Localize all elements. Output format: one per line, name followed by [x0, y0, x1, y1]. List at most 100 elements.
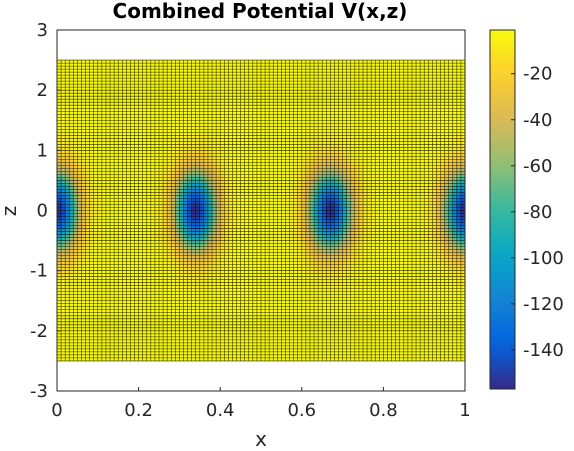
- heatmap-cell: [256, 213, 262, 217]
- heatmap-cell: [81, 120, 86, 124]
- heatmap-cell: [191, 78, 197, 82]
- heatmap-cell: [203, 183, 209, 187]
- heatmap-cell: [154, 351, 160, 356]
- heatmap-cell: [105, 216, 111, 220]
- heatmap-cell: [240, 264, 246, 269]
- heatmap-cell: [134, 90, 139, 94]
- heatmap-cell: [228, 342, 233, 347]
- heatmap-cell: [61, 222, 66, 226]
- heatmap-cell: [65, 195, 70, 199]
- heatmap-cell: [105, 180, 111, 184]
- heatmap-cell: [203, 228, 209, 232]
- heatmap-cell: [187, 213, 193, 217]
- heatmap-cell: [89, 159, 95, 163]
- heatmap-cell: [248, 171, 254, 175]
- heatmap-cell: [65, 354, 70, 359]
- heatmap-cell: [126, 252, 131, 257]
- heatmap-cell: [159, 216, 164, 220]
- heatmap-cell: [126, 321, 131, 326]
- heatmap-cell: [81, 204, 86, 208]
- heatmap-cell: [69, 342, 74, 347]
- heatmap-cell: [224, 81, 229, 85]
- heatmap-cell: [142, 150, 148, 154]
- heatmap-cell: [179, 99, 184, 103]
- heatmap-cell: [101, 129, 107, 133]
- heatmap-cell: [101, 276, 107, 281]
- heatmap-cell: [81, 282, 86, 287]
- heatmap-cell: [252, 87, 258, 91]
- heatmap-cell: [110, 231, 115, 235]
- heatmap-cell: [167, 156, 172, 160]
- heatmap-cell: [236, 198, 241, 202]
- heatmap-cell: [159, 240, 164, 244]
- heatmap-cell: [207, 231, 213, 235]
- heatmap-cell: [69, 159, 74, 163]
- heatmap-cell: [203, 243, 209, 247]
- heatmap-cell: [199, 354, 205, 359]
- heatmap-cell: [236, 249, 241, 254]
- heatmap-cell: [65, 309, 70, 314]
- heatmap-cell: [244, 288, 250, 293]
- heatmap-cell: [167, 249, 172, 254]
- heatmap-cell: [126, 240, 131, 244]
- heatmap-cell: [81, 60, 86, 64]
- heatmap-cell: [97, 81, 103, 85]
- heatmap-cell: [154, 264, 160, 269]
- heatmap-cell: [89, 111, 95, 115]
- heatmap-cell: [240, 222, 246, 226]
- heatmap-cell: [77, 156, 82, 160]
- heatmap-cell: [224, 153, 229, 157]
- heatmap-cell: [81, 198, 86, 202]
- heatmap-cell: [154, 294, 160, 299]
- heatmap-cell: [154, 117, 160, 121]
- heatmap-cell: [216, 252, 221, 257]
- heatmap-cell: [191, 207, 197, 211]
- heatmap-cell: [89, 315, 95, 320]
- heatmap-cell: [199, 237, 205, 241]
- heatmap-cell: [146, 123, 152, 127]
- heatmap-cell: [93, 318, 99, 323]
- heatmap-cell: [179, 351, 184, 356]
- heatmap-cell: [212, 111, 217, 115]
- heatmap-cell: [130, 156, 135, 160]
- heatmap-cell: [212, 183, 217, 187]
- heatmap-cell: [183, 324, 188, 329]
- heatmap-cell: [248, 243, 254, 247]
- heatmap-cell: [224, 240, 229, 244]
- heatmap-cell: [248, 294, 254, 299]
- heatmap-cell: [150, 270, 156, 275]
- heatmap-cell: [57, 285, 62, 290]
- heatmap-cell: [85, 126, 91, 130]
- heatmap-cell: [187, 162, 193, 166]
- chart-title: Combined Potential V(x,z): [113, 0, 408, 23]
- heatmap-cell: [179, 69, 184, 73]
- heatmap-cell: [85, 171, 91, 175]
- heatmap-cell: [195, 120, 201, 124]
- heatmap-cell: [126, 231, 131, 235]
- heatmap-cell: [61, 186, 66, 190]
- heatmap-cell: [216, 84, 221, 88]
- heatmap-cell: [85, 156, 91, 160]
- heatmap-cell: [142, 156, 148, 160]
- heatmap-cell: [105, 276, 111, 281]
- heatmap-cell: [97, 219, 103, 223]
- heatmap-cell: [232, 225, 237, 229]
- heatmap-cell: [199, 357, 205, 362]
- heatmap-cell: [134, 327, 139, 332]
- heatmap-cell: [61, 195, 66, 199]
- heatmap-cell: [252, 351, 258, 356]
- heatmap-cell: [207, 327, 213, 332]
- heatmap-cell: [171, 189, 176, 193]
- heatmap-cell: [203, 261, 209, 266]
- heatmap-cell: [171, 87, 176, 91]
- heatmap-cell: [212, 180, 217, 184]
- heatmap-cell: [81, 273, 86, 278]
- heatmap-cell: [240, 99, 246, 103]
- heatmap-cell: [244, 108, 250, 112]
- heatmap-cell: [191, 96, 197, 100]
- heatmap-cell: [220, 159, 225, 163]
- heatmap-cell: [97, 84, 103, 88]
- heatmap-cell: [203, 219, 209, 223]
- heatmap-cell: [150, 288, 156, 293]
- heatmap-cell: [248, 84, 254, 88]
